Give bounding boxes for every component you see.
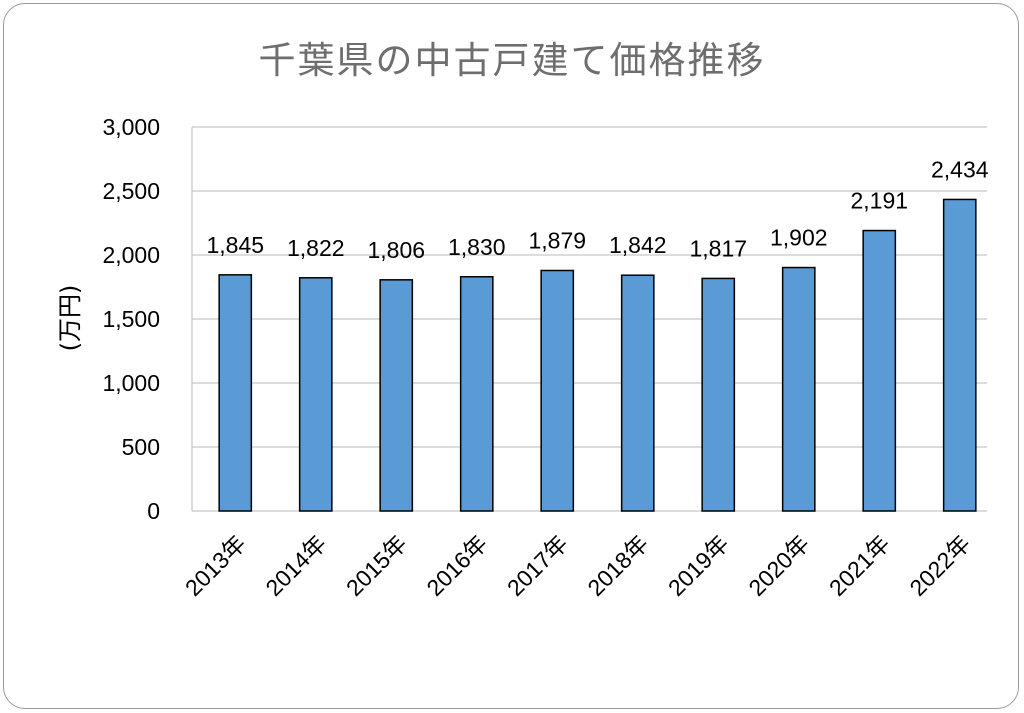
- bar: [781, 266, 816, 512]
- y-tick-label: 2,000: [102, 242, 160, 268]
- x-tick-label: 2019年: [663, 530, 734, 601]
- y-tick-label: 1,000: [102, 370, 160, 396]
- bar: [459, 276, 494, 512]
- bar: [942, 198, 977, 512]
- bar: [701, 277, 736, 512]
- bar: [540, 269, 575, 512]
- y-axis-label: (万円): [56, 285, 84, 352]
- x-tick-label: 2020年: [743, 530, 814, 601]
- bar: [218, 274, 253, 512]
- bar: [620, 274, 655, 512]
- x-tick-label: 2022年: [904, 530, 975, 601]
- data-label: 1,845: [206, 232, 264, 258]
- x-tick-label: 2013年: [180, 530, 251, 601]
- bar: [862, 229, 897, 512]
- data-label: 1,902: [770, 225, 828, 251]
- bar: [298, 277, 333, 512]
- y-tick-label: 0: [147, 498, 160, 524]
- bars: [218, 198, 977, 512]
- data-label: 1,842: [609, 232, 667, 258]
- x-tick-label: 2014年: [260, 530, 331, 601]
- data-label: 2,191: [850, 188, 908, 214]
- data-label: 1,822: [287, 235, 345, 261]
- data-labels: 1,845 1,822 1,806 1,830 1,879 1,842 1,817 1,902…: [206, 156, 988, 262]
- y-tick-label: 2,500: [102, 178, 160, 204]
- data-label: 2,434: [931, 156, 989, 182]
- x-tick-label: 2015年: [341, 530, 412, 601]
- data-label: 1,817: [689, 235, 747, 261]
- x-tick-label: 2017年: [502, 530, 573, 601]
- x-tick-label: 2016年: [421, 530, 492, 601]
- y-axis-ticks: 0 500 1,000 1,500 2,000 2,500 3,000: [102, 114, 160, 524]
- chart-title: 千葉県の中古戸建て価格推移: [258, 39, 766, 82]
- bar: [379, 279, 414, 512]
- data-label: 1,830: [448, 234, 506, 260]
- y-tick-label: 500: [122, 434, 160, 460]
- y-tick-label: 3,000: [102, 114, 160, 140]
- data-label: 1,879: [528, 227, 586, 253]
- chart-frame: [3, 3, 1019, 709]
- y-tick-label: 1,500: [102, 306, 160, 332]
- x-tick-label: 2018年: [582, 530, 653, 601]
- x-tick-label: 2021年: [824, 530, 895, 601]
- data-label: 1,806: [367, 237, 425, 263]
- x-axis-ticks: 2013年 2014年 2015年 2016年 2017年 2018年 2019年 2020年…: [180, 530, 975, 601]
